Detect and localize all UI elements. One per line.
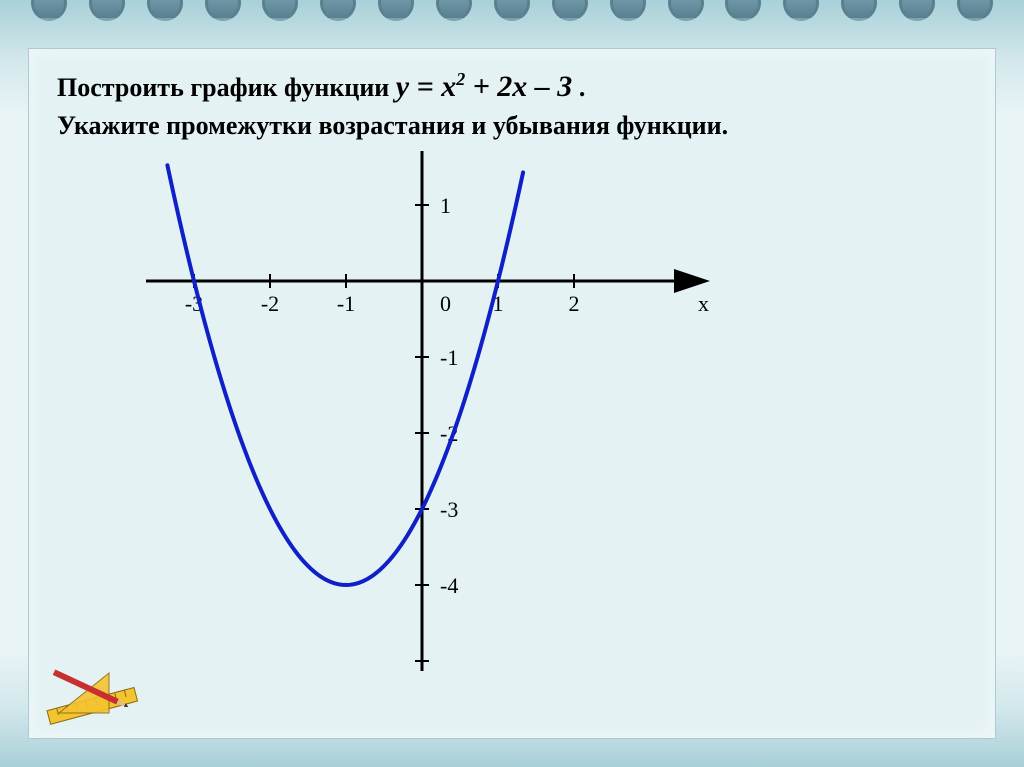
spiral-ring — [957, 0, 993, 21]
spiral-ring — [494, 0, 530, 21]
parabola-chart: -3-2-1121-1-2-3-40xy — [29, 151, 995, 711]
svg-text:-1: -1 — [440, 345, 458, 370]
spiral-ring — [147, 0, 183, 21]
title-suffix: . — [579, 73, 586, 102]
spiral-binding — [0, 0, 1024, 40]
title-line-1: Построить график функции y = x2 + 2x – 3… — [57, 67, 967, 108]
spiral-ring — [899, 0, 935, 21]
ruler-triangle-pencil-icon — [39, 658, 149, 728]
svg-text:2: 2 — [569, 291, 580, 316]
spiral-ring — [783, 0, 819, 21]
title-block: Построить график функции y = x2 + 2x – 3… — [29, 49, 995, 151]
spiral-ring — [262, 0, 298, 21]
spiral-ring — [31, 0, 67, 21]
spiral-ring — [320, 0, 356, 21]
tools-icon — [39, 658, 149, 728]
spiral-ring — [436, 0, 472, 21]
svg-text:x: x — [698, 291, 709, 316]
spiral-ring — [552, 0, 588, 21]
title-prefix: Построить график функции — [57, 73, 396, 102]
title-line-2: Укажите промежутки возрастания и убывани… — [57, 108, 967, 143]
svg-text:-1: -1 — [337, 291, 355, 316]
spiral-ring — [610, 0, 646, 21]
chart-area: -3-2-1121-1-2-3-40xy — [29, 151, 995, 711]
svg-text:0: 0 — [440, 291, 451, 316]
spiral-ring — [89, 0, 125, 21]
spiral-ring — [378, 0, 414, 21]
svg-text:-4: -4 — [440, 573, 458, 598]
spiral-ring — [725, 0, 761, 21]
slide-content: Построить график функции y = x2 + 2x – 3… — [28, 48, 996, 739]
spiral-ring — [841, 0, 877, 21]
svg-text:-3: -3 — [440, 497, 458, 522]
spiral-ring — [668, 0, 704, 21]
svg-text:1: 1 — [440, 193, 451, 218]
spiral-ring — [205, 0, 241, 21]
svg-text:-2: -2 — [261, 291, 279, 316]
formula: y = x2 + 2x – 3 — [396, 70, 573, 103]
